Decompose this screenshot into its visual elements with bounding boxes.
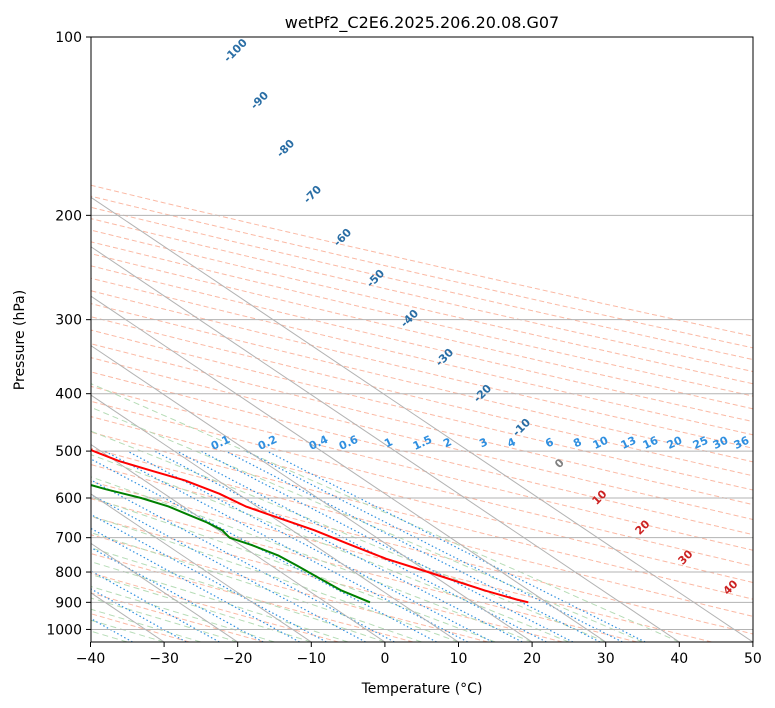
- chart-title: wetPf2_C2E6.2025.206.20.08.G07: [285, 13, 559, 33]
- moist-adiabat-line: [91, 532, 422, 642]
- moist-adiabat-line: [91, 585, 275, 642]
- mixing-ratio-label: 30: [711, 434, 731, 452]
- dry-adiabat-line: [91, 516, 563, 642]
- y-tick-label: 700: [55, 531, 82, 547]
- mixing-ratio-line: [91, 513, 327, 642]
- profile-line-2: [91, 484, 371, 604]
- mixing-ratio-label: 10: [591, 434, 611, 452]
- mixing-ratio-line: [200, 450, 574, 642]
- mixing-ratio-line: [154, 450, 523, 642]
- series-group: [91, 448, 529, 604]
- mixing-ratio-line: [225, 450, 601, 642]
- mixing-ratio-label: 13: [619, 434, 638, 452]
- mixing-ratio-label: 25: [691, 434, 710, 452]
- dry-adiabat-line: [91, 400, 753, 567]
- mixing-ratio-label: 36: [732, 434, 752, 452]
- mixing-ratio-line: [245, 450, 623, 642]
- moist-adiabat-line: [91, 476, 533, 642]
- isotherm-line: [91, 196, 753, 642]
- dry-adiabat-line: [91, 218, 753, 373]
- dry-adiabat-line: [91, 416, 753, 584]
- dry-adiabat-line: [91, 480, 712, 642]
- dry-adiabat-line: [91, 253, 753, 410]
- moist-adiabat-line: [91, 515, 459, 642]
- dry-adiabat-line: [91, 498, 638, 642]
- dry-adiabat-line: [91, 206, 753, 361]
- x-tick-label: 50: [744, 651, 762, 667]
- moist-adiabat-line: [91, 547, 386, 642]
- isotherm-line: [91, 443, 386, 642]
- y-tick-label: 400: [55, 387, 82, 403]
- grid-lines: [91, 37, 753, 642]
- dry-adiabat-line: [91, 464, 753, 635]
- plot-area: [91, 37, 753, 642]
- moist-adiabat-line: [91, 383, 680, 642]
- mixing-ratio-line: [91, 570, 220, 642]
- dry-adiabat-line: [91, 316, 753, 477]
- moist-adiabat-line: [91, 496, 496, 642]
- y-tick-label: 1000: [46, 622, 82, 638]
- mixing-ratio-label: 20: [665, 434, 685, 452]
- x-tick-label: 40: [670, 651, 688, 667]
- profile-line-1: [91, 448, 529, 604]
- isotherm-line: [91, 394, 459, 642]
- moist-adiabat-line: [91, 406, 643, 642]
- x-tick-label: 10: [450, 651, 468, 667]
- x-tick-label: 20: [523, 651, 541, 667]
- y-tick-label: 100: [55, 30, 82, 46]
- x-tick-label: −40: [76, 651, 106, 667]
- x-axis: −40 −30 −20 −10 0 10 20 30 40 50: [76, 642, 762, 667]
- moist-adiabat-line: [91, 454, 570, 642]
- dry-adiabat-line: [91, 303, 753, 463]
- x-tick-label: −30: [149, 651, 179, 667]
- x-axis-title: Temperature (°C): [361, 681, 483, 697]
- isotherm-line: [91, 246, 680, 642]
- x-tick-label: −10: [297, 651, 327, 667]
- mixing-ratio-line: [91, 527, 300, 642]
- x-tick-label: −20: [223, 651, 253, 667]
- plot-frame: [90, 36, 754, 643]
- mixing-ratio-line: [91, 546, 264, 642]
- y-tick-label: 800: [55, 565, 82, 581]
- y-tick-label: 200: [55, 208, 82, 224]
- y-tick-label: 600: [55, 491, 82, 507]
- isotherm-line: [91, 295, 606, 642]
- mixing-ratio-line: [104, 450, 468, 642]
- dry-adiabat-line: [91, 431, 753, 600]
- isotherm-line: [91, 493, 312, 642]
- mixing-ratio-label: 16: [641, 434, 661, 452]
- dry-adiabat-line: [91, 385, 753, 551]
- y-tick-label: 500: [55, 444, 82, 460]
- moist-adiabat-line: [91, 430, 606, 642]
- dry-adiabat-line: [91, 447, 753, 617]
- x-tick-label: 30: [597, 651, 615, 667]
- dry-adiabat-line: [91, 241, 753, 397]
- x-tick-label: 0: [380, 651, 389, 667]
- isotherm-line: [91, 345, 533, 642]
- mixing-ratio-line: [266, 450, 646, 642]
- y-tick-label: 300: [55, 313, 82, 329]
- y-tick-label: 900: [55, 595, 82, 611]
- y-axis-title: Pressure (hPa): [12, 290, 28, 390]
- mixing-ratio-line: [91, 588, 187, 642]
- y-axis: 100 200 300 400 500 600 700 800 900 1000: [46, 30, 91, 638]
- dry-adiabat-line: [91, 277, 753, 436]
